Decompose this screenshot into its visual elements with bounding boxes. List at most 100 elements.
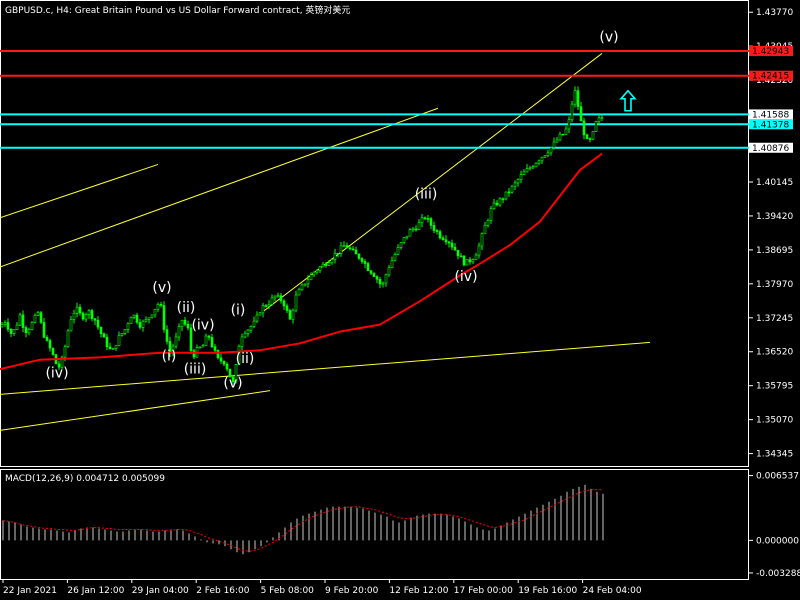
candle-body [393,254,397,261]
price-panel-frame [0,0,749,467]
candle-body [156,304,160,310]
candle-body [516,179,520,184]
candle-body [213,346,217,351]
candles [0,86,604,385]
candle-body [492,202,496,210]
candle-body [459,255,463,258]
candle-body [435,230,439,232]
level-tag-bg [749,142,793,153]
candle-body [432,225,436,231]
moving-average [0,152,603,371]
candle-body [570,103,574,121]
candle-body [381,282,385,285]
candle-body [444,239,448,243]
candle-body [549,147,553,154]
candle-body [210,337,214,347]
trend-line [0,341,651,395]
candle-body [585,134,589,139]
candle-body [498,198,502,206]
candle-body [75,306,79,314]
price-tick-label: 1.38695 [756,246,793,256]
wave-label: (i) [162,349,177,365]
candle-body [264,305,268,307]
candle-body [72,313,76,320]
candle-body [540,156,544,162]
candle-body [9,328,13,334]
time-tick-label: 24 Feb 04:00 [583,586,642,596]
candle-body [474,254,478,260]
candle-body [153,308,157,316]
candle-body [579,106,583,122]
candle-body [489,208,493,221]
candle-body [198,346,202,349]
arrows [619,89,637,112]
candle-body [426,218,430,220]
macd-tick-label: -0.003288 [756,569,800,579]
candle-body [231,376,235,383]
candle-body [351,248,355,251]
candle-body [267,304,271,307]
candle-body [33,315,37,323]
candle-body [438,231,442,239]
candle-body [87,310,91,315]
candle-body [504,191,508,200]
price-tick-label: 1.37970 [756,280,793,290]
candle-body [330,259,334,264]
candle-body [420,217,424,224]
candle-body [3,322,7,325]
candle-body [534,162,538,167]
candle-body [315,270,319,273]
candle-body [189,327,193,351]
candle-body [363,261,367,264]
candle-body [513,182,517,187]
candle-body [138,322,142,328]
candle-body [237,345,241,365]
candle-body [159,304,163,306]
candle-body [567,119,571,130]
trend-lines [0,53,651,431]
candle-body [324,263,328,266]
candle-body [18,314,22,326]
candle-body [222,360,226,365]
level-tag: 1.42943 [752,47,789,57]
candle-body [255,314,259,322]
candle-body [249,325,253,331]
candle-body [354,249,358,255]
candle-body [288,310,292,320]
macd-label: MACD(12,26,9) 0.004712 0.005099 [5,474,165,484]
candle-body [558,133,562,141]
trend-line [0,163,159,219]
candle-body [552,141,556,148]
candle-body [246,329,250,334]
wave-label: (iii) [415,187,438,203]
candle-body [48,340,52,349]
candle-body [522,171,526,175]
candle-body [66,330,70,347]
candle-body [378,278,382,285]
candle-body [396,247,400,255]
candle-body [162,305,166,330]
macd-signal-line [2,489,603,552]
candle-body [132,314,136,318]
candle-body [384,274,388,284]
candle-body [588,138,592,140]
candle-body [390,260,394,269]
candle-body [591,131,595,140]
candle-body [471,259,475,263]
candle-body [99,326,103,335]
trend-line [0,107,439,268]
candle-body [423,217,427,220]
candle-body [21,314,25,328]
candle-body [201,345,205,348]
candle-body [216,350,220,359]
candle-body [597,117,601,122]
candle-body [342,245,346,247]
candle-body [456,249,460,257]
time-tick-label: 12 Feb 12:00 [389,586,448,596]
candle-body [399,242,403,248]
candle-body [102,333,106,338]
price-tick-label: 1.37245 [756,314,793,324]
candle-body [42,322,46,338]
level-tag-bg [749,109,793,120]
macd-tick-label: 0.006537 [756,472,799,482]
